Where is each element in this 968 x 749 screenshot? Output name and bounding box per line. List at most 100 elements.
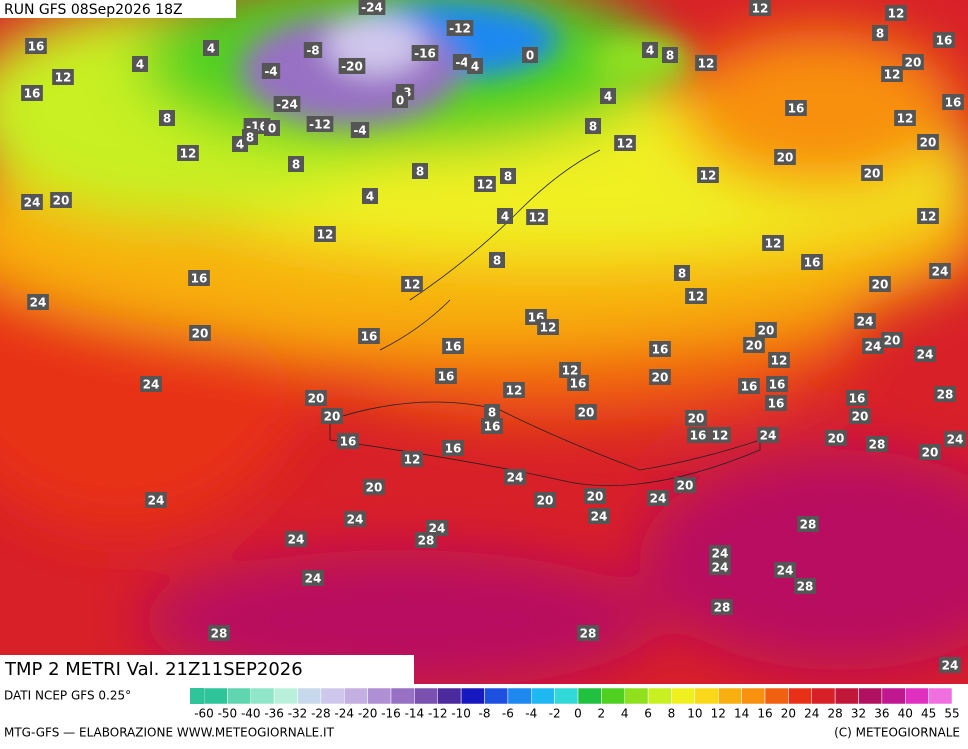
temp-value: 24 <box>650 492 667 506</box>
temp-value: 24 <box>148 494 165 508</box>
label-box <box>862 338 884 354</box>
temp-label: 12 <box>614 135 636 151</box>
temp-label: 28 <box>415 532 437 548</box>
temp-value: 8 <box>589 120 597 134</box>
scale-swatch <box>741 687 766 705</box>
temp-value: 20 <box>324 410 341 424</box>
temp-label: 12 <box>881 66 903 82</box>
label-box <box>872 25 888 41</box>
label-box <box>709 427 731 443</box>
scale-tick-label: 4 <box>621 707 629 721</box>
label-box <box>474 176 496 192</box>
temp-label: 12 <box>917 208 939 224</box>
label-box <box>273 96 301 112</box>
scale-swatch <box>227 687 251 705</box>
scale-swatch <box>694 687 719 705</box>
map-title: TMP 2 METRI Val. 21Z11SEP2026 <box>4 659 303 680</box>
temp-value: 4 <box>471 60 479 74</box>
temp-label: 20 <box>189 325 211 341</box>
label-box <box>575 404 597 420</box>
scale-swatch <box>601 687 625 705</box>
temp-value: 16 <box>741 380 758 394</box>
temp-label: 8 <box>159 110 175 126</box>
temp-label: 16 <box>481 418 503 434</box>
temp-value: 12 <box>884 68 901 82</box>
label-box <box>412 163 428 179</box>
label-box <box>768 352 790 368</box>
scale-swatch <box>928 687 953 705</box>
temp-value: 24 <box>712 547 729 561</box>
temp-label: 16 <box>649 341 671 357</box>
temp-value: 28 <box>797 580 814 594</box>
temp-label: 4 <box>642 42 658 58</box>
temp-label: -12 <box>306 116 334 132</box>
temp-label: 8 <box>489 252 505 268</box>
temp-label: 24 <box>140 376 162 392</box>
temp-label: 20 <box>825 430 847 446</box>
temp-value: 16 <box>361 330 378 344</box>
temp-value: -24 <box>361 1 383 15</box>
temp-value: 20 <box>852 410 869 424</box>
temp-label: -4 <box>261 63 281 79</box>
temp-value: 20 <box>905 56 922 70</box>
temp-label: 8 <box>288 156 304 172</box>
label-box <box>242 129 258 145</box>
temp-label: 8 <box>242 129 258 145</box>
temp-value: 20 <box>652 371 669 385</box>
temp-label: 20 <box>849 408 871 424</box>
temp-value: 0 <box>396 94 404 108</box>
temp-value: 8 <box>416 165 424 179</box>
label-box <box>481 418 503 434</box>
temp-label: 12 <box>401 451 423 467</box>
temp-value: 12 <box>506 384 523 398</box>
label-box <box>917 208 939 224</box>
temp-value: 28 <box>714 601 731 615</box>
temp-value: 20 <box>688 412 705 426</box>
temp-value: 24 <box>30 296 47 310</box>
temp-label: 20 <box>305 390 327 406</box>
temp-value: 16 <box>849 392 866 406</box>
label-box <box>600 88 616 104</box>
temp-value: 20 <box>864 167 881 181</box>
temp-label: 16 <box>765 395 787 411</box>
label-box <box>869 276 891 292</box>
temp-label: 24 <box>929 263 951 279</box>
temp-value: 12 <box>404 453 421 467</box>
temp-value: 16 <box>769 378 786 392</box>
temp-value: 24 <box>917 348 934 362</box>
label-box <box>649 341 671 357</box>
label-box <box>145 492 167 508</box>
temp-label: 12 <box>709 427 731 443</box>
label-box <box>401 276 423 292</box>
temp-label: 12 <box>768 352 790 368</box>
temp-label: 28 <box>577 625 599 641</box>
label-box <box>21 194 43 210</box>
temp-label: -20 <box>338 58 366 74</box>
scale-tick-label: 2 <box>598 707 606 721</box>
label-box <box>685 288 707 304</box>
label-box <box>363 479 385 495</box>
temp-label: 24 <box>647 490 669 506</box>
label-box <box>411 45 439 61</box>
scale-swatch <box>344 687 368 705</box>
temp-value: 12 <box>477 178 494 192</box>
temp-value: 12 <box>771 354 788 368</box>
label-box <box>933 32 955 48</box>
temp-label: 8 <box>674 265 690 281</box>
label-box <box>358 328 380 344</box>
temp-label: 24 <box>914 346 936 362</box>
temp-label: 24 <box>302 570 324 586</box>
temp-label: 0 <box>264 120 280 136</box>
label-box <box>757 427 779 443</box>
temp-label: 20 <box>902 54 924 70</box>
label-box <box>697 167 719 183</box>
temp-label: 12 <box>559 362 581 378</box>
temp-value: 0 <box>268 122 276 136</box>
label-box <box>50 192 72 208</box>
scale-swatch <box>647 687 672 705</box>
scale-swatch <box>367 687 392 705</box>
temp-value: -4 <box>455 56 468 70</box>
temp-value: 24 <box>507 471 524 485</box>
temp-value: 16 <box>570 377 587 391</box>
scale-tick-label: -24 <box>334 707 354 721</box>
